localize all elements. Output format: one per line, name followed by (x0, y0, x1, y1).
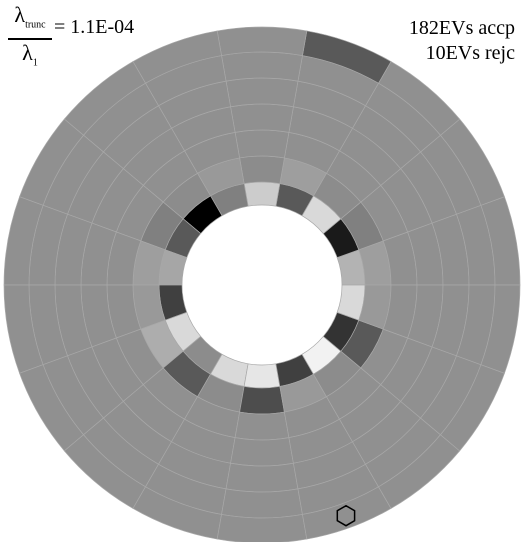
fraction-numerator: λtrunc (14, 2, 46, 31)
detector-cell (234, 129, 290, 159)
detector-cell (225, 462, 299, 493)
lambda-ratio-fraction: λtrunc λ1 (8, 4, 52, 74)
detector-cells (3, 26, 521, 542)
detector-cell (230, 103, 294, 133)
detector-cell (230, 437, 294, 467)
ratio-value: = 1.1E-04 (54, 16, 135, 38)
accepted-count: 182EVs accp (408, 17, 515, 39)
detector-cell (243, 181, 281, 207)
detector-cell (216, 514, 308, 542)
detector-cell (480, 284, 521, 374)
detector-cell (225, 77, 299, 108)
hexagon-marker-icon (336, 504, 356, 527)
detector-cell (221, 51, 303, 82)
detector-cell (239, 386, 285, 415)
detector-cell (243, 363, 281, 389)
fraction-bar (8, 38, 52, 40)
event-counts: 182EVs accp 10EVs rejc (409, 16, 515, 66)
detector-cell (221, 488, 303, 519)
hexagon-marker-icon (336, 504, 356, 527)
detector-cell (234, 411, 290, 441)
rejected-count: 10EVs rejc (425, 42, 515, 64)
fraction-denominator: λ1 (22, 39, 38, 69)
detector-cell (216, 26, 308, 56)
detector-cell (239, 155, 285, 184)
